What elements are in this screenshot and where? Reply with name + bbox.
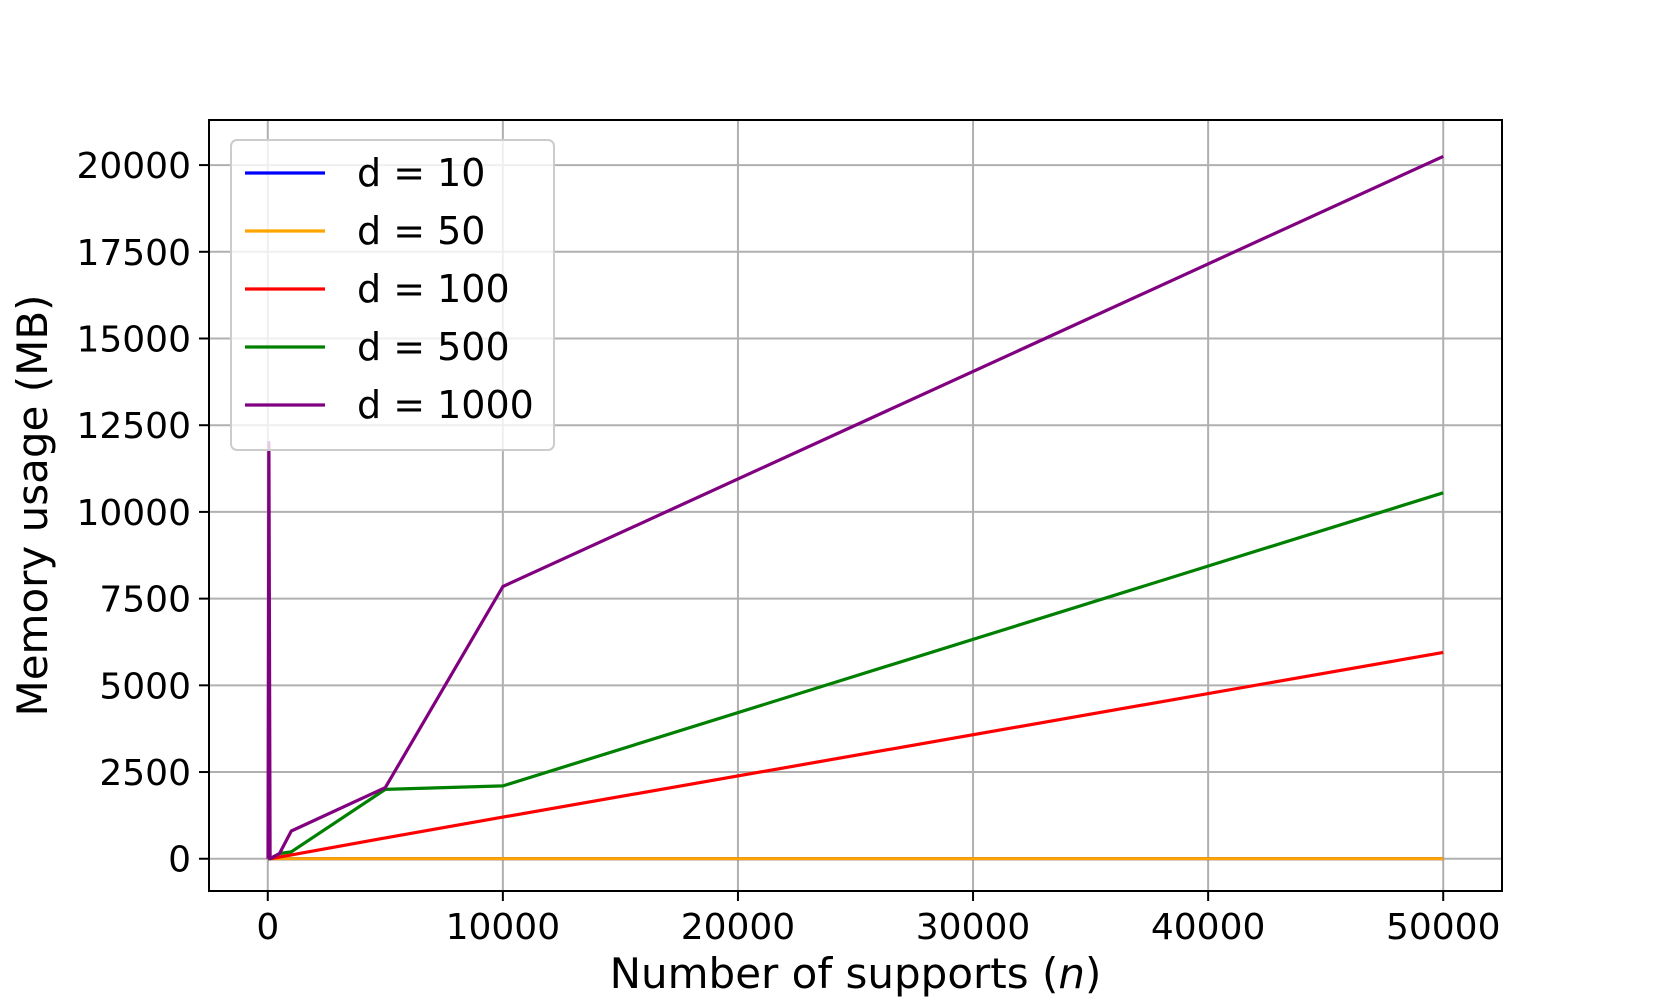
x-tick-label: 50000 — [1386, 907, 1501, 948]
x-axis-title-text: Number of supports ( — [610, 949, 1059, 997]
series-lines — [266, 154, 1444, 861]
x-axis-title-variable: n — [1058, 949, 1085, 997]
x-tick-label: 40000 — [1151, 907, 1266, 948]
x-tick-label: 10000 — [446, 907, 561, 948]
y-axis-title: Memory usage (MB) — [8, 294, 57, 716]
legend-label: d = 100 — [357, 267, 510, 311]
grid — [209, 120, 1502, 891]
y-tick-label: 15000 — [76, 320, 191, 361]
x-tick-label: 30000 — [916, 907, 1031, 948]
y-tick-label: 0 — [168, 840, 191, 881]
plot-frame — [208, 119, 1503, 892]
x-tick-label: 20000 — [681, 907, 796, 948]
y-tick-label: 10000 — [76, 493, 191, 534]
axis-ticks: 0 10000 20000 30000 40000 50000 0 2500 5000 7500 1… — [76, 146, 1500, 948]
y-tick-label: 5000 — [99, 666, 191, 707]
x-axis-title-end: ) — [1085, 949, 1101, 997]
y-tick-label: 17500 — [76, 233, 191, 274]
legend-box — [230, 139, 555, 451]
legend-label: d = 1000 — [357, 383, 534, 427]
legend-label: d = 50 — [357, 209, 485, 253]
y-tick-label: 2500 — [99, 753, 191, 794]
legend-label: d = 10 — [357, 151, 485, 195]
legend-label: d = 500 — [357, 325, 510, 369]
x-tick-label: 0 — [256, 907, 279, 948]
x-axis-title: Number of supports (n) — [610, 949, 1102, 997]
series-line-d-1000 — [266, 154, 1444, 861]
y-tick-label: 20000 — [76, 146, 191, 187]
legend: d = 10 d = 50 d = 100 d = 500 d = 1000 — [230, 139, 555, 451]
y-tick-label: 7500 — [99, 580, 191, 621]
y-tick-label: 12500 — [76, 406, 191, 447]
